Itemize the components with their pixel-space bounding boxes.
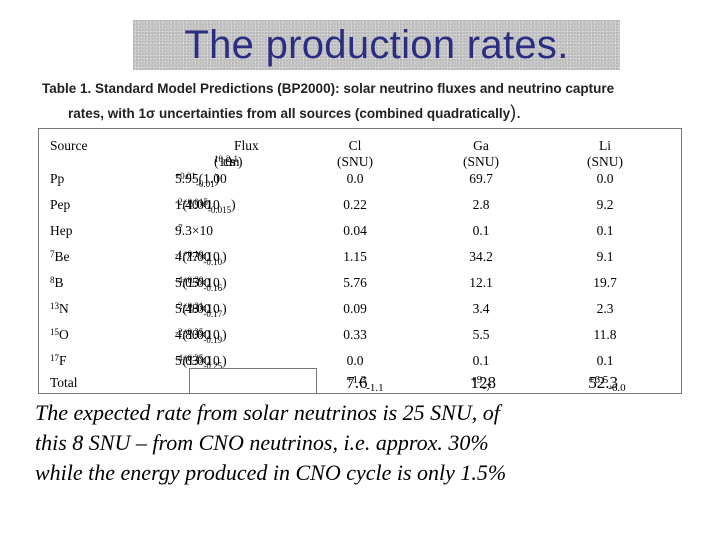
cl-cell: 0.0 [346, 171, 364, 186]
table-frame [38, 128, 682, 394]
source-cell: Pep [50, 197, 71, 212]
cl-cell: 0.0 [346, 353, 364, 368]
slide-title-banner: The production rates. [133, 20, 620, 70]
flux-cell: 4.80×10 -2 (1.00 +0.25-0.19) [175, 327, 227, 345]
ga-cell: 3.4 [472, 301, 490, 316]
table-row: 15 O 4.80×10 -2 (1.00 +0.25-0.19) 0.33 5.5 1… [38, 327, 682, 353]
header-li: Li [599, 138, 611, 153]
ga-cell: 0.1 [472, 353, 490, 368]
total-li: 52.3 +6.5-6.0 [588, 373, 626, 394]
cl-cell: 0.04 [343, 223, 367, 238]
cl-cell: 5.76 [343, 275, 367, 290]
total-ga: 128 +9-7 [470, 373, 497, 394]
source-cell: Hep [50, 223, 73, 238]
table-caption: Table 1. Standard Model Predictions (BP2… [42, 81, 682, 123]
expected-line-1: The expected rate from solar neutrinos i… [35, 400, 500, 425]
header-cl-unit: (SNU) [337, 154, 373, 169]
table-row: Pp 5.95(1.00 +0.01-0.01) 0.0 69.7 0.0 [38, 171, 682, 197]
table-total-row: Total 7.6 +1.3-1.1 128 +9-7 52.3 +6.5-6.0 [38, 373, 682, 399]
source-cell: Pp [50, 171, 65, 186]
li-cell: 9.2 [596, 197, 614, 212]
ga-cell: 2.8 [472, 197, 490, 212]
table-row: 13 N 5.48×10 -2 (1.00 +0.21-0.17) 0.09 3.4 2… [38, 301, 682, 327]
caption-line-1: Table 1. Standard Model Predictions (BP2… [42, 81, 615, 96]
expected-line-3: while the energy produced in CNO cycle i… [35, 460, 507, 485]
li-cell: 19.7 [593, 275, 617, 290]
cl-cell: 1.15 [343, 249, 367, 264]
cl-cell: 0.22 [343, 197, 367, 212]
ga-cell: 69.7 [469, 171, 493, 186]
source-cell: 15 O [50, 327, 69, 342]
flux-cell: 5.48×10 -2 (1.00 +0.21-0.17) [175, 301, 227, 319]
flux-cell: 5.05×10 -4 (1.00 +0.20-0.16) [175, 275, 227, 293]
li-cell: 11.8 [593, 327, 617, 342]
source-cell: 17 F [50, 353, 67, 368]
header-li-unit: (SNU) [587, 154, 623, 169]
header-source: Source [50, 138, 88, 153]
li-cell: 0.0 [596, 171, 614, 186]
header-cl: Cl [348, 138, 362, 153]
li-cell: 2.3 [596, 301, 614, 316]
flux-cell: 5.63×10 -4 (1.00 +0.25-0.25) [175, 353, 227, 371]
li-cell: 0.1 [596, 353, 614, 368]
table-unit-row: (10 10 cm -2 s -1) (SNU) (SNU) (SNU) [38, 154, 682, 180]
header-flux: Flux [234, 138, 259, 153]
li-cell: 0.1 [596, 223, 614, 238]
ga-cell: 34.2 [469, 249, 493, 264]
header-flux-unit: (10 10 cm -2 s -1) [214, 154, 243, 169]
flux-cell: 4.77×10 -1 (1.00 +0.10-0.10) [175, 249, 227, 267]
li-cell: 9.1 [596, 249, 614, 264]
header-ga-unit: (SNU) [463, 154, 499, 169]
table-row: 7 Be 4.77×10 -1 (1.00 +0.10-0.10) 1.15 34.2 … [38, 249, 682, 275]
cl-cell: 0.33 [343, 327, 367, 342]
ga-cell: 0.1 [472, 223, 490, 238]
ga-cell: 5.5 [472, 327, 490, 342]
table-row: Pep 1.40×10 -2 (1.00 +0.015-0.015) 0.22 2.8… [38, 197, 682, 223]
slide-title: The production rates. [184, 22, 569, 67]
blank-overlay-box [189, 368, 317, 394]
flux-cell: 5.95(1.00 +0.01-0.01) [175, 171, 227, 189]
table-row: Hep 9.3×10 -7 0.04 0.1 0.1 [38, 223, 682, 249]
table-header-row: Source Flux Cl Ga Li [38, 138, 682, 164]
flux-cell: 1.40×10 -2 (1.00 +0.015-0.015) [175, 197, 236, 215]
source-cell: 7 Be [50, 249, 70, 264]
source-cell: 13 N [50, 301, 69, 316]
caption-line-2: rates, with 1σ uncertainties from all so… [68, 102, 522, 122]
ga-cell: 12.1 [469, 275, 493, 290]
cl-cell: 0.09 [343, 301, 367, 316]
header-ga: Ga [473, 138, 489, 153]
total-label: Total [50, 375, 78, 390]
expected-line-2: this 8 SNU – from CNO neutrinos, i.e. ap… [35, 430, 489, 455]
expected-rate-text: The expected rate from solar neutrinos i… [35, 398, 685, 488]
total-cl: 7.6 +1.3-1.1 [346, 373, 384, 394]
flux-cell: 9.3×10 -7 [175, 223, 213, 238]
table-row: 17 F 5.63×10 -4 (1.00 +0.25-0.25) 0.0 0.1 0.… [38, 353, 682, 379]
